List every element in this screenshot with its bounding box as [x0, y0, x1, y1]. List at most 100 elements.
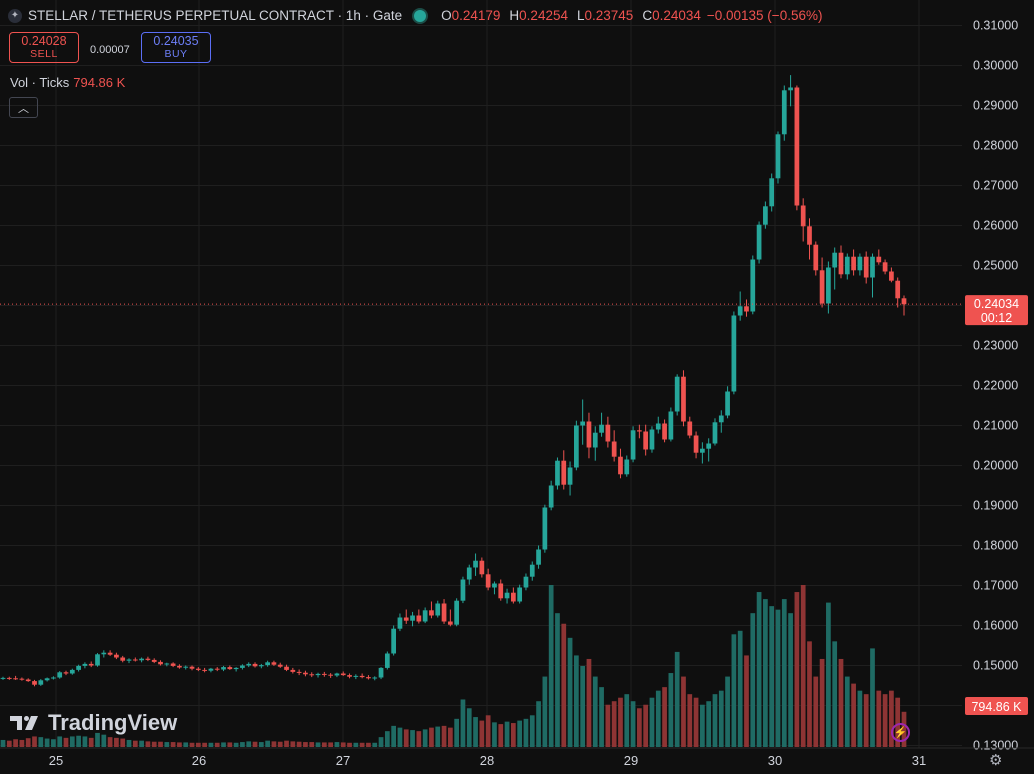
- candle-body: [334, 673, 340, 676]
- volume-bar: [555, 613, 560, 747]
- volume-bar: [460, 699, 466, 747]
- candle-body: [378, 667, 384, 678]
- candle-body: [246, 663, 252, 666]
- candle-body: [290, 669, 296, 672]
- candle-body: [574, 425, 579, 468]
- volume-bar: [807, 641, 812, 747]
- volume-bar: [561, 623, 567, 747]
- market-status-icon[interactable]: [414, 9, 427, 22]
- volume-bar: [177, 742, 182, 747]
- candle-body: [725, 391, 730, 416]
- volume-bar: [674, 651, 680, 747]
- candle-body: [750, 259, 756, 312]
- volume-bar: [63, 737, 69, 747]
- volume-bar: [630, 701, 636, 747]
- candle-body: [132, 659, 138, 661]
- candle-body: [410, 615, 415, 621]
- candle-body: [0, 677, 6, 679]
- volume-bar: [183, 742, 189, 747]
- volume-bar: [221, 742, 226, 747]
- candle-body: [649, 429, 655, 450]
- y-tick-label: 0.17000: [973, 579, 1018, 593]
- candle-body: [674, 376, 680, 412]
- gear-icon[interactable]: ⚙: [989, 752, 1003, 769]
- volume-legend-label: Vol · Ticks: [10, 75, 70, 90]
- volume-bar: [246, 741, 252, 747]
- candle-body: [517, 587, 523, 602]
- candle-body: [227, 667, 233, 670]
- candle-body: [315, 673, 321, 676]
- candle-body: [101, 652, 107, 655]
- volume-bar: [315, 742, 321, 747]
- candle-body: [882, 262, 888, 272]
- volume-bar: [618, 697, 623, 747]
- volume-bar: [706, 701, 712, 747]
- buy-button[interactable]: 0.24035 BUY: [141, 32, 211, 63]
- candle-body: [794, 87, 800, 206]
- candle-body: [303, 672, 308, 675]
- volume-bar: [101, 734, 107, 747]
- sell-button[interactable]: 0.24028 SELL: [9, 32, 79, 63]
- y-tick-label: 0.29000: [973, 99, 1018, 113]
- symbol-legend[interactable]: ✦ STELLAR / TETHERUS PERPETUAL CONTRACT …: [8, 8, 822, 23]
- volume-bar: [88, 737, 94, 747]
- ohlc-high: H0.24254: [509, 8, 568, 23]
- volume-bar: [51, 739, 56, 747]
- y-tick-label: 0.18000: [973, 539, 1018, 553]
- y-tick-label: 0.31000: [973, 19, 1018, 33]
- candle-body: [618, 456, 623, 475]
- candle-body: [542, 507, 548, 550]
- candle-body: [485, 574, 491, 588]
- candle-body: [788, 87, 793, 91]
- symbol-logo-icon: ✦: [8, 8, 22, 23]
- volume-bar: [309, 742, 315, 747]
- candle-body: [813, 244, 819, 271]
- candle-body: [151, 659, 157, 662]
- tradingview-logo[interactable]: TradingView: [10, 710, 177, 736]
- candle-body: [744, 306, 749, 312]
- collapse-legend-button[interactable]: ︿: [9, 97, 38, 118]
- candle-body: [359, 675, 365, 678]
- volume-bar: [32, 736, 37, 747]
- candle-body: [510, 592, 516, 602]
- volume-legend[interactable]: Vol · Ticks 794.86 K: [10, 75, 125, 90]
- buy-label: BUY: [164, 47, 188, 60]
- y-tick-label: 0.26000: [973, 219, 1018, 233]
- volume-bar: [800, 585, 806, 747]
- candle-body: [391, 628, 397, 654]
- candle-body: [284, 666, 289, 670]
- volume-bar: [737, 630, 743, 747]
- candle-body: [384, 653, 390, 668]
- candle-body: [781, 90, 787, 135]
- volume-bar: [574, 655, 579, 747]
- candle-body: [857, 256, 863, 271]
- volume-bar: [372, 742, 378, 747]
- volume-bar: [870, 648, 875, 747]
- volume-bar: [851, 683, 856, 747]
- volume-bar: [82, 736, 88, 747]
- candle-body: [466, 567, 472, 580]
- candle-body: [826, 267, 831, 304]
- candle-body: [889, 271, 894, 281]
- volume-bar: [441, 725, 447, 747]
- candle-body: [447, 621, 453, 625]
- volume-bar: [510, 723, 516, 747]
- candle-body: [643, 431, 649, 450]
- candle-body: [189, 666, 195, 669]
- volume-bar: [819, 658, 825, 747]
- x-tick-label: 31: [912, 753, 926, 768]
- volume-bar: [410, 730, 415, 747]
- candle-body: [435, 603, 441, 616]
- volume-bar: [240, 742, 245, 747]
- volume-bar: [202, 742, 207, 747]
- volume-bar: [76, 735, 81, 747]
- lightning-icon[interactable]: ⚡: [891, 723, 910, 742]
- candle-body: [567, 467, 573, 485]
- candle-body: [233, 667, 239, 670]
- volume-bar: [763, 599, 768, 747]
- last-price-tag: [965, 295, 1028, 326]
- volume-bar: [447, 727, 453, 747]
- buy-price: 0.24035: [153, 33, 199, 48]
- volume-bar: [139, 740, 144, 747]
